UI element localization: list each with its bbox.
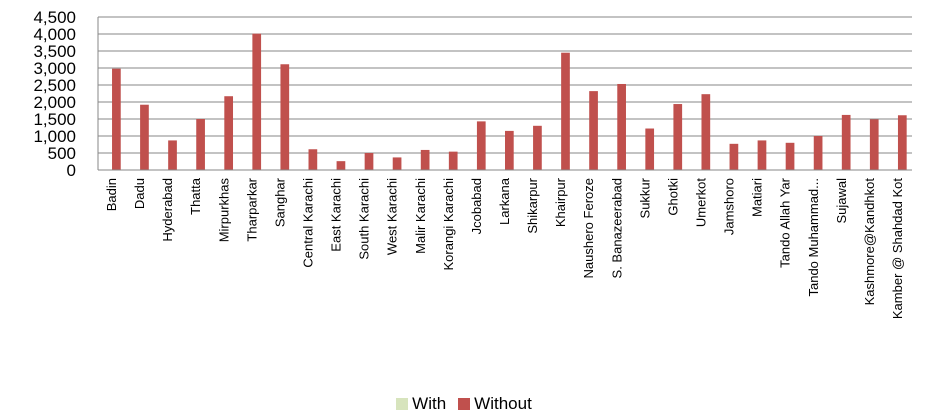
x-tick-label: Ghotki [665, 178, 680, 216]
legend-item-with: With [396, 394, 446, 414]
legend-swatch-with [396, 398, 409, 410]
y-tick-label: 4,500 [33, 8, 76, 27]
bar-without [420, 149, 430, 170]
legend-item-without: Without [458, 394, 532, 414]
x-tick-label: East Karachi [329, 178, 344, 252]
y-tick-label: 0 [67, 161, 76, 180]
bar-without [364, 153, 374, 170]
bar-without [701, 94, 711, 170]
x-tick-label: Central Karachi [301, 178, 316, 268]
axes [97, 17, 912, 171]
x-axis-labels: Badin Dadu Hyderabad Thatta Mirpurkhas Tharpa… [104, 177, 905, 319]
y-tick-label: 1,000 [33, 127, 76, 146]
legend-swatch-without [458, 398, 471, 410]
y-axis-ticks: 05001,0001,5002,0002,5003,0003,5004,0004… [33, 8, 76, 180]
x-tick-label: Badin [104, 178, 119, 211]
x-tick-label: Kashmore@Kandhkot [862, 178, 877, 306]
bar-without [476, 121, 486, 170]
bar-without [533, 125, 542, 170]
y-tick-label: 1,500 [33, 110, 76, 129]
legend: With Without [0, 394, 928, 414]
y-tick-label: 2,000 [33, 93, 76, 112]
bar-without [392, 157, 402, 170]
x-tick-label: Tando Muhammad... [806, 178, 821, 297]
x-tick-label: Tharparkar [244, 177, 259, 241]
bar-without [645, 128, 655, 170]
bar-without [841, 114, 851, 170]
legend-label-with: With [412, 394, 447, 413]
x-tick-label: Jcobabad [469, 178, 484, 234]
y-tick-label: 3,500 [33, 42, 76, 61]
x-tick-label: S. Banazeerabad [609, 178, 624, 278]
x-tick-label: Matiari [750, 178, 765, 217]
legend-label-without: Without [474, 394, 532, 413]
x-tick-label: Khairpur [553, 177, 568, 227]
y-tick-label: 4,000 [33, 25, 76, 44]
bar-without [561, 52, 570, 171]
x-tick-label: Sujawal [834, 178, 849, 224]
x-tick-label: Naushero Feroze [581, 178, 596, 278]
x-tick-label: Hyderabad [160, 178, 175, 242]
bar-without [112, 68, 121, 170]
x-tick-label: Sanghar [272, 177, 287, 227]
x-tick-label: Jamshoro [722, 178, 737, 235]
bars [112, 33, 907, 171]
y-tick-label: 500 [48, 144, 76, 163]
bar-without [168, 140, 177, 170]
x-tick-label: Tando Allah Yar [778, 177, 793, 268]
x-tick-label: Thatta [188, 177, 203, 215]
x-tick-label: Umerkot [693, 178, 708, 228]
x-tick-label: Sukkur [637, 177, 652, 218]
bar-without [897, 115, 907, 170]
x-tick-label: Malir Karachi [413, 178, 428, 254]
bar-without [869, 119, 879, 170]
x-tick-label: South Karachi [357, 178, 372, 260]
bar-without [280, 64, 290, 170]
bar-without [673, 104, 683, 170]
bar-without [589, 91, 598, 170]
x-tick-label: West Karachi [385, 178, 400, 255]
bar-without [140, 104, 149, 170]
bar-without [505, 130, 514, 170]
x-tick-label: Mirpurkhas [216, 178, 231, 243]
bar-without [336, 161, 346, 170]
x-tick-label: Larkana [497, 177, 512, 225]
bar-without [308, 149, 318, 170]
bar-without [252, 33, 262, 170]
y-tick-label: 3,000 [33, 59, 76, 78]
bar-without [224, 96, 234, 170]
bar-without [813, 136, 823, 170]
bar-without [757, 140, 767, 170]
x-tick-label: Shikarpur [525, 177, 540, 233]
bar-without [729, 143, 739, 170]
bar-without [196, 119, 205, 170]
gridlines [98, 16, 912, 154]
x-tick-label: Kamber @ Shahdad Kot [890, 178, 905, 320]
y-tick-label: 2,500 [33, 76, 76, 95]
x-tick-label: Korangi Karachi [441, 178, 456, 271]
bar-without [617, 83, 626, 170]
bar-without [785, 142, 795, 170]
bar-without [448, 151, 458, 170]
x-tick-label: Dadu [132, 178, 147, 209]
